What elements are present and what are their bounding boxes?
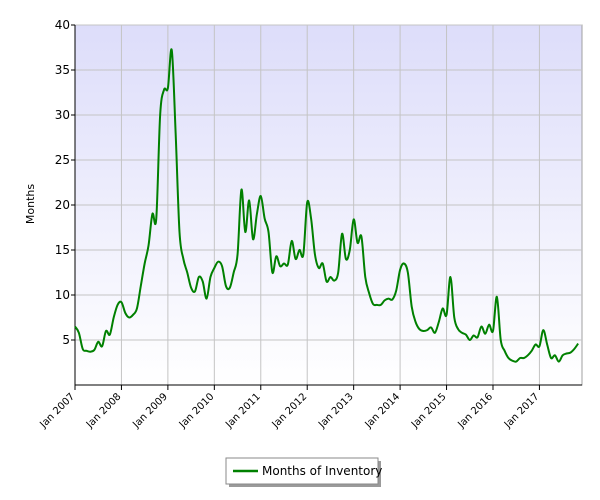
y-tick-label: 25 [55,153,70,167]
y-tick-label: 30 [55,108,70,122]
y-tick-label: 35 [55,63,70,77]
y-axis-title: Months [24,184,37,224]
y-tick-label: 40 [55,18,70,32]
series-line-months-of-inventory [74,48,579,363]
x-tick-label: Jan 2011 [223,391,263,431]
axes [71,24,582,390]
y-tick-label: 15 [55,243,70,257]
y-tick-label: 5 [62,333,70,347]
x-tick-label: Jan 2017 [502,391,542,431]
y-axis-tick-labels: 5 10 15 20 25 30 35 40 [55,18,70,347]
x-tick-label: Jan 2008 [84,391,124,431]
y-tick-label: 10 [55,288,70,302]
x-tick-label: Jan 2016 [455,391,495,431]
series-group [74,48,579,363]
x-tick-label: Jan 2009 [130,391,170,431]
legend-label: Months of Inventory [262,464,382,478]
x-tick-label: Jan 2012 [270,391,310,431]
x-tick-label: Jan 2015 [409,391,449,431]
x-tick-label: Jan 2013 [316,391,356,431]
x-tick-label: Jan 2010 [177,391,217,431]
x-axis-tick-labels: Jan 2007 Jan 2008 Jan 2009 Jan 2010 Jan 2011… [37,391,541,431]
x-tick-label: Jan 2007 [37,391,77,431]
y-tick-label: 20 [55,198,70,212]
legend: Months of Inventory [225,457,382,487]
x-tick-label: Jan 2014 [363,391,403,431]
